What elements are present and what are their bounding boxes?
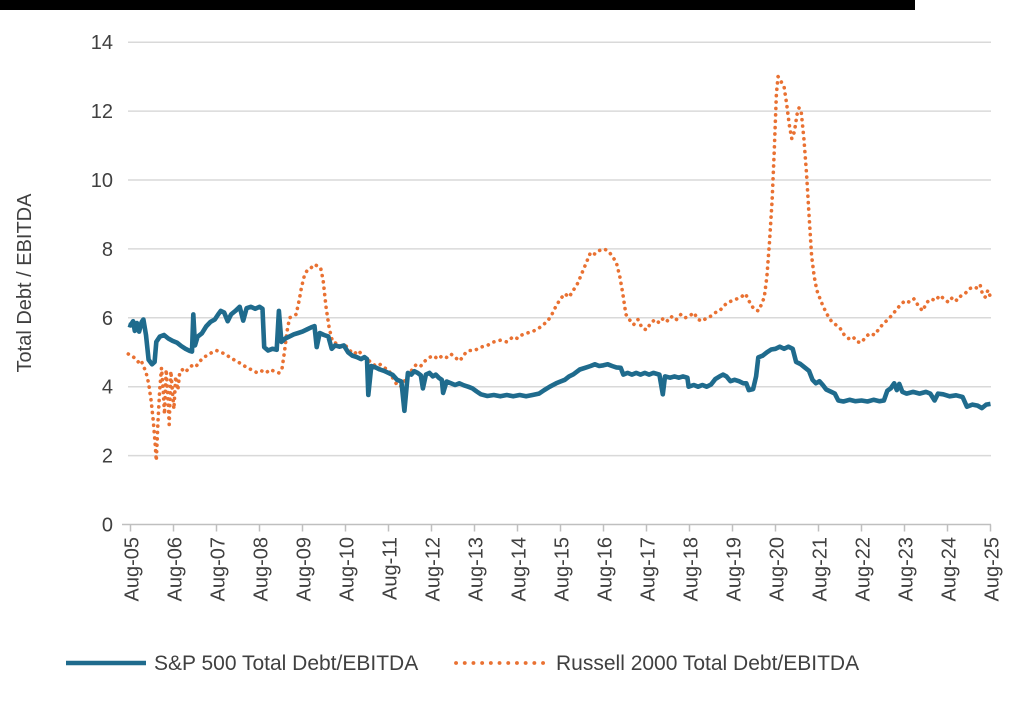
y-tick-label: 4 xyxy=(102,377,113,399)
top-black-bar xyxy=(0,0,915,10)
series-lines-group xyxy=(126,74,993,463)
x-tick-label: Aug-15 xyxy=(552,537,574,602)
x-tick-label: Aug-12 xyxy=(423,537,445,602)
y-tick-label: 10 xyxy=(91,170,113,192)
x-tick-label: Aug-24 xyxy=(939,537,961,602)
legend-russell-label: Russell 2000 Total Debt/EBITDA xyxy=(556,652,859,675)
x-tick-label: Aug-18 xyxy=(681,537,703,602)
x-tick-label: Aug-08 xyxy=(251,537,273,602)
y-tick-labels-group: 0 2 4 6 8 10 12 14 xyxy=(91,32,113,536)
x-tick-label: Aug-22 xyxy=(853,537,875,602)
y-tick-label: 12 xyxy=(91,101,113,123)
y-axis-title: Total Debt / EBITDA xyxy=(14,193,36,373)
x-axis-group xyxy=(122,523,992,532)
x-tick-label: Aug-14 xyxy=(509,537,531,602)
x-tick-label: Aug-05 xyxy=(122,537,144,602)
legend: S&P 500 Total Debt/EBITDA Russell 2000 T… xyxy=(66,652,859,675)
y-tick-label: 2 xyxy=(102,446,113,468)
x-tick-label: Aug-20 xyxy=(767,537,789,602)
legend-sp500-label: S&P 500 Total Debt/EBITDA xyxy=(154,652,418,675)
y-tick-label: 14 xyxy=(91,32,113,54)
x-tick-label: Aug-13 xyxy=(466,537,488,602)
x-tick-label: Aug-06 xyxy=(165,537,187,602)
x-tick-label: Aug-21 xyxy=(810,537,832,602)
x-tick-label: Aug-07 xyxy=(208,537,230,602)
x-tick-label: Aug-17 xyxy=(638,537,660,602)
y-tick-label: 6 xyxy=(102,308,113,330)
russell2000-line xyxy=(126,74,993,463)
y-tick-label: 8 xyxy=(102,239,113,261)
gridlines-group xyxy=(128,41,991,457)
x-tick-label: Aug-23 xyxy=(896,537,918,602)
x-tick-label: Aug-19 xyxy=(724,537,746,602)
x-tick-label: Aug-10 xyxy=(337,537,359,602)
x-tick-label: Aug-09 xyxy=(294,537,316,602)
x-tick-label: Aug-11 xyxy=(380,537,402,600)
y-tick-label: 0 xyxy=(102,515,113,537)
x-tick-label: Aug-25 xyxy=(982,537,1004,602)
sp500-line xyxy=(127,304,991,414)
x-tick-label: Aug-16 xyxy=(595,537,617,602)
x-tick-labels-group: Aug-05 Aug-06 Aug-07 Aug-08 Aug-09 Aug-10 Aug-… xyxy=(122,537,1004,602)
